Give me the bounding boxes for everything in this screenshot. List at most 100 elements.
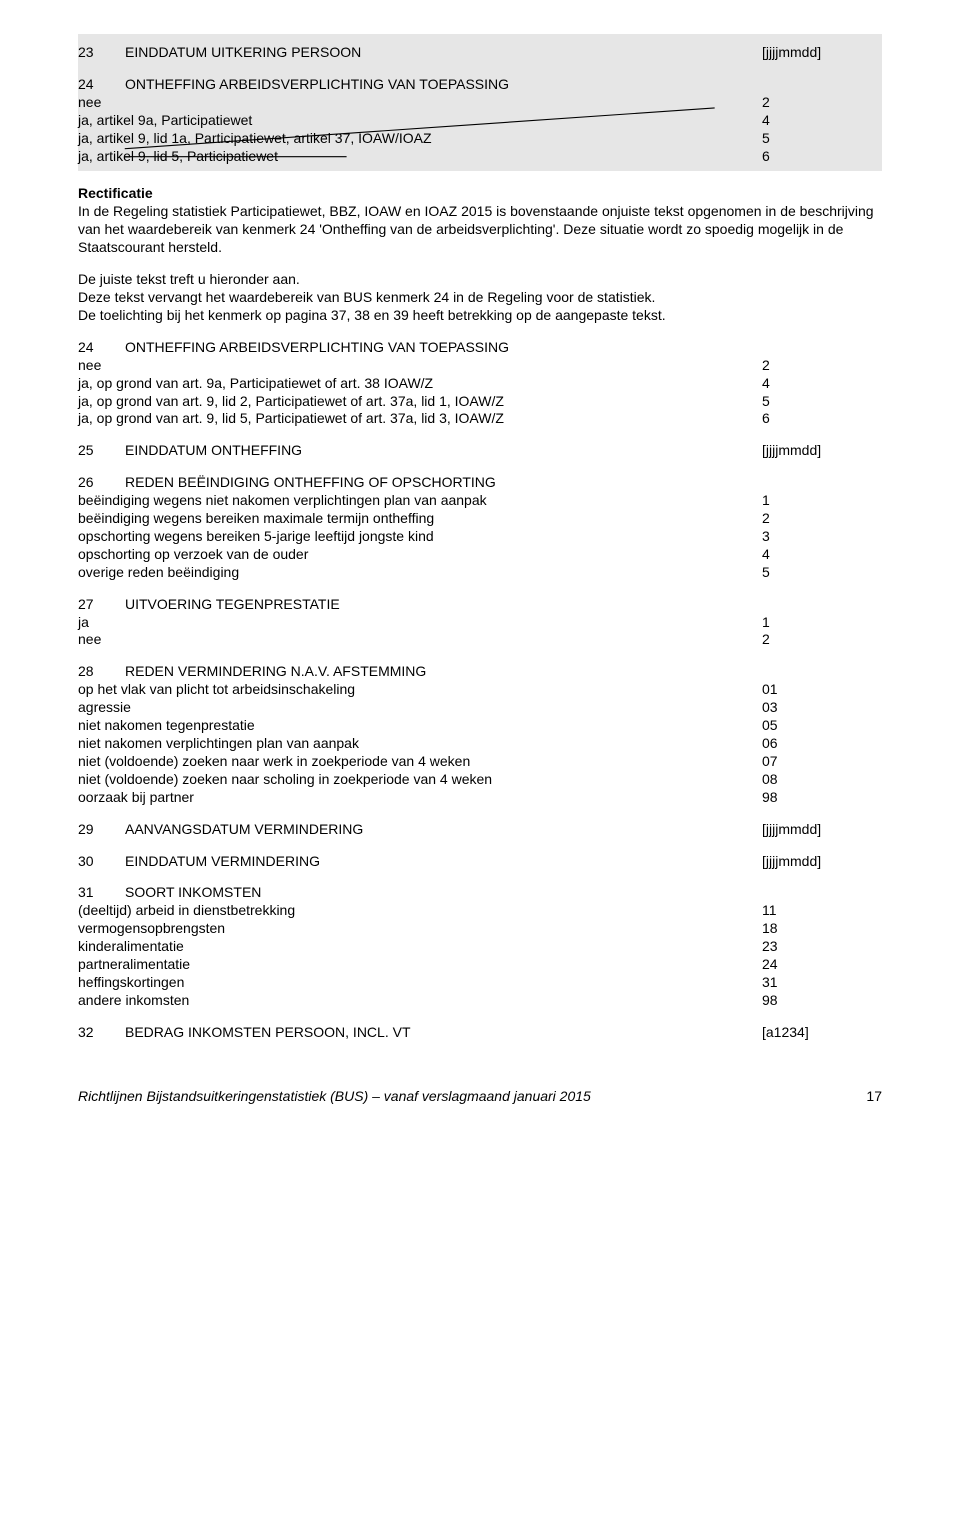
k28-r2: agressie03 bbox=[78, 699, 882, 717]
k26-r5-label: overige reden beëindiging bbox=[78, 564, 762, 582]
k24-num: 24 bbox=[78, 76, 125, 94]
k24-r3: ja, artikel 9, lid 1a, Participatiewet, … bbox=[78, 130, 882, 148]
k28-r6-label: niet (voldoende) zoeken naar scholing in… bbox=[78, 771, 762, 789]
k26-r4-label: opschorting op verzoek van de ouder bbox=[78, 546, 762, 564]
k31-num: 31 bbox=[78, 884, 125, 902]
k29-block: 29 AANVANGSDATUM VERMINDERING [jjjjmmdd] bbox=[78, 821, 882, 839]
k26-r4: opschorting op verzoek van de ouder4 bbox=[78, 546, 882, 564]
k27-r1: ja1 bbox=[78, 614, 882, 632]
k24b-num: 24 bbox=[78, 339, 125, 357]
k31-r5-val: 31 bbox=[762, 974, 882, 992]
k28-r2-label: agressie bbox=[78, 699, 762, 717]
k24-header: 24 ONTHEFFING ARBEIDSVERPLICHTING VAN TO… bbox=[78, 76, 882, 94]
k27-r2: nee2 bbox=[78, 631, 882, 649]
k31-r5: heffingskortingen31 bbox=[78, 974, 882, 992]
k26-num: 26 bbox=[78, 474, 125, 492]
k26-block: 26 REDEN BEËINDIGING ONTHEFFING OF OPSCH… bbox=[78, 474, 882, 581]
k31-r2-label: vermogensopbrengsten bbox=[78, 920, 762, 938]
k24-r1: nee 2 bbox=[78, 94, 882, 112]
k24b-r4-val: 6 bbox=[762, 410, 882, 428]
k28-r7: oorzaak bij partner98 bbox=[78, 789, 882, 807]
k27-r1-val: 1 bbox=[762, 614, 882, 632]
k24-r4-val: 6 bbox=[762, 148, 882, 166]
k26-r5-val: 5 bbox=[762, 564, 882, 582]
k27-title: UITVOERING TEGENPRESTATIE bbox=[125, 596, 762, 614]
k28-r1: op het vlak van plicht tot arbeidsinscha… bbox=[78, 681, 882, 699]
k25-title: EINDDATUM ONTHEFFING bbox=[125, 442, 762, 460]
k28-r3-val: 05 bbox=[762, 717, 882, 735]
k27-r2-label: nee bbox=[78, 631, 762, 649]
k28-num: 28 bbox=[78, 663, 125, 681]
k24-r4-label: ja, artikel 9, lid 5, Participatiewet bbox=[78, 148, 762, 166]
k24b-header: 24 ONTHEFFING ARBEIDSVERPLICHTING VAN TO… bbox=[78, 339, 882, 357]
k32-title: BEDRAG INKOMSTEN PERSOON, INCL. VT bbox=[125, 1024, 762, 1042]
k30-block: 30 EINDDATUM VERMINDERING [jjjjmmdd] bbox=[78, 853, 882, 871]
k24-r3-val: 5 bbox=[762, 130, 882, 148]
k23-val: [jjjjmmdd] bbox=[762, 44, 882, 62]
rect-title: Rectificatie bbox=[78, 185, 882, 203]
k28-r5-label: niet (voldoende) zoeken naar werk in zoe… bbox=[78, 753, 762, 771]
k24b-r1-label: nee bbox=[78, 357, 762, 375]
k29-val: [jjjjmmdd] bbox=[762, 821, 882, 839]
k24b-r1-val: 2 bbox=[762, 357, 882, 375]
k24b-r2-val: 4 bbox=[762, 375, 882, 393]
k24-r1-label: nee bbox=[78, 94, 762, 112]
k30-val: [jjjjmmdd] bbox=[762, 853, 882, 871]
k28-r4-label: niet nakomen verplichtingen plan van aan… bbox=[78, 735, 762, 753]
k24b-r2: ja, op grond van art. 9a, Participatiewe… bbox=[78, 375, 882, 393]
k27-r1-label: ja bbox=[78, 614, 762, 632]
k28-r4: niet nakomen verplichtingen plan van aan… bbox=[78, 735, 882, 753]
k26-title: REDEN BEËINDIGING ONTHEFFING OF OPSCHORT… bbox=[125, 474, 762, 492]
k31-r6-label: andere inkomsten bbox=[78, 992, 762, 1010]
k26-r3-val: 3 bbox=[762, 528, 882, 546]
k25-num: 25 bbox=[78, 442, 125, 460]
k30-num: 30 bbox=[78, 853, 125, 871]
footer-text: Richtlijnen Bijstandsuitkeringenstatisti… bbox=[78, 1088, 591, 1106]
k32-val: [a1234] bbox=[762, 1024, 882, 1042]
rect-p2b: Deze tekst vervangt het waardebereik van… bbox=[78, 289, 882, 307]
k28-r6: niet (voldoende) zoeken naar scholing in… bbox=[78, 771, 882, 789]
k24b-r2-label: ja, op grond van art. 9a, Participatiewe… bbox=[78, 375, 762, 393]
k24b-r1: nee2 bbox=[78, 357, 882, 375]
rect-p1: In de Regeling statistiek Participatiewe… bbox=[78, 203, 882, 257]
k32-num: 32 bbox=[78, 1024, 125, 1042]
k28-r3: niet nakomen tegenprestatie05 bbox=[78, 717, 882, 735]
k31-r2-val: 18 bbox=[762, 920, 882, 938]
k31-block: 31 SOORT INKOMSTEN (deeltijd) arbeid in … bbox=[78, 884, 882, 1009]
k28-r5-val: 07 bbox=[762, 753, 882, 771]
k31-r5-label: heffingskortingen bbox=[78, 974, 762, 992]
k28-r1-label: op het vlak van plicht tot arbeidsinscha… bbox=[78, 681, 762, 699]
k29-title: AANVANGSDATUM VERMINDERING bbox=[125, 821, 762, 839]
k26-r5: overige reden beëindiging5 bbox=[78, 564, 882, 582]
k31-r1-label: (deeltijd) arbeid in dienstbetrekking bbox=[78, 902, 762, 920]
k24-r2-label: ja, artikel 9a, Participatiewet bbox=[78, 112, 762, 130]
k24-r2: ja, artikel 9a, Participatiewet 4 bbox=[78, 112, 882, 130]
k26-r3-label: opschorting wegens bereiken 5-jarige lee… bbox=[78, 528, 762, 546]
k23-row: 23 EINDDATUM UITKERING PERSOON [jjjjmmdd… bbox=[78, 44, 882, 62]
k25-block: 25 EINDDATUM ONTHEFFING [jjjjmmdd] bbox=[78, 442, 882, 460]
k30-title: EINDDATUM VERMINDERING bbox=[125, 853, 762, 871]
k28-r7-label: oorzaak bij partner bbox=[78, 789, 762, 807]
k31-title: SOORT INKOMSTEN bbox=[125, 884, 762, 902]
k31-r2: vermogensopbrengsten18 bbox=[78, 920, 882, 938]
shaded-rectification-block: 23 EINDDATUM UITKERING PERSOON [jjjjmmdd… bbox=[78, 34, 882, 171]
k28-title: REDEN VERMINDERING N.A.V. AFSTEMMING bbox=[125, 663, 762, 681]
k24b-r3: ja, op grond van art. 9, lid 2, Particip… bbox=[78, 393, 882, 411]
page-footer: Richtlijnen Bijstandsuitkeringenstatisti… bbox=[78, 1088, 882, 1106]
rect-p2a: De juiste tekst treft u hieronder aan. bbox=[78, 271, 882, 289]
rect-p2c: De toelichting bij het kenmerk op pagina… bbox=[78, 307, 882, 325]
k24-r2-val: 4 bbox=[762, 112, 882, 130]
k32-block: 32 BEDRAG INKOMSTEN PERSOON, INCL. VT [a… bbox=[78, 1024, 882, 1042]
k23-title: EINDDATUM UITKERING PERSOON bbox=[125, 44, 762, 62]
k31-r3-val: 23 bbox=[762, 938, 882, 956]
k31-r4: partneralimentatie24 bbox=[78, 956, 882, 974]
k28-r5: niet (voldoende) zoeken naar werk in zoe… bbox=[78, 753, 882, 771]
k24-r4: ja, artikel 9, lid 5, Participatiewet 6 bbox=[78, 148, 882, 166]
k28-block: 28 REDEN VERMINDERING N.A.V. AFSTEMMING … bbox=[78, 663, 882, 806]
k26-r1-label: beëindiging wegens niet nakomen verplich… bbox=[78, 492, 762, 510]
k26-r1: beëindiging wegens niet nakomen verplich… bbox=[78, 492, 882, 510]
k26-r4-val: 4 bbox=[762, 546, 882, 564]
k31-r6: andere inkomsten98 bbox=[78, 992, 882, 1010]
k24b-block: 24 ONTHEFFING ARBEIDSVERPLICHTING VAN TO… bbox=[78, 339, 882, 429]
k31-r4-val: 24 bbox=[762, 956, 882, 974]
